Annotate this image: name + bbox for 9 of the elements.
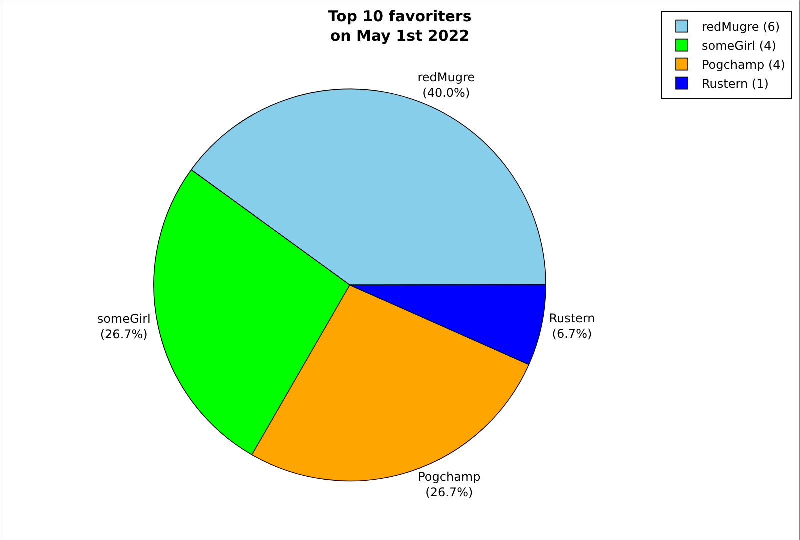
legend-label: someGirl (4) [702, 38, 776, 53]
data-label: someGirl (26.7%) [97, 312, 151, 342]
data-label: Pogchamp (26.7%) [418, 470, 481, 500]
legend-label: Pogchamp (4) [702, 58, 786, 72]
text: Top 10 favoriters on May 1st 2022 [328, 8, 472, 46]
data-label: redMugre (40.0%) [418, 70, 476, 100]
legend-label: redMugre (6) [702, 20, 780, 34]
legend-label: Rustern (1) [702, 76, 769, 91]
data-label: Rustern (6.7%) [549, 311, 596, 342]
